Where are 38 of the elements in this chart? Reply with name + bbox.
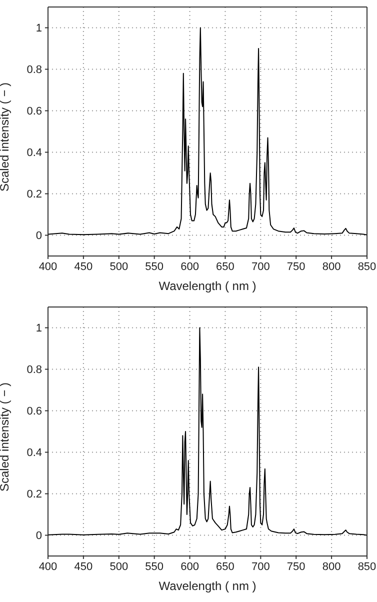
y-tick-label: 0.8 [26,364,42,376]
x-tick-label: 750 [286,560,306,573]
x-tick-label: 500 [110,560,128,573]
x-tick-label: 600 [180,560,199,573]
x-axis-title: Wavelength ( nm ) [158,279,256,293]
x-tick-label: 450 [74,260,93,273]
y-tick-label: 0.2 [26,488,42,501]
x-tick-label: 450 [74,560,93,573]
x-tick-label: 650 [216,560,234,573]
x-tick-label: 850 [358,260,376,273]
line-series [48,327,367,536]
x-tick-label: 500 [110,260,128,273]
y-tick-label: 0.6 [26,406,42,418]
y-tick-label: 1 [36,322,42,335]
y-axis-title: Scaled intensity ( − ) [0,382,12,492]
x-tick-label: 400 [38,560,58,573]
y-axis-title: Scaled intensity ( − ) [0,82,12,192]
y-tick-label: 0.2 [26,188,42,201]
y-tick-label: 0.4 [26,447,42,460]
x-tick-label: 600 [180,260,199,273]
y-tick-label: 0 [36,530,42,542]
x-axis-title: Wavelength ( nm ) [158,579,256,593]
x-tick-label: 700 [251,260,270,273]
y-tick-label: 0.4 [26,147,42,160]
x-tick-label: 850 [358,560,376,573]
x-tick-label: 750 [286,260,306,273]
x-tick-label: 550 [145,560,164,573]
y-tick-label: 0 [36,230,42,242]
x-tick-label: 800 [322,560,341,573]
y-tick-label: 1 [36,22,42,35]
y-tick-label: 0.8 [26,64,42,76]
y-tick-label: 0.6 [26,106,42,118]
x-tick-label: 700 [251,560,270,573]
x-tick-label: 400 [38,260,58,273]
x-tick-label: 650 [216,260,234,273]
line-series [48,27,367,236]
x-tick-label: 550 [145,260,164,273]
x-tick-label: 800 [322,260,341,273]
